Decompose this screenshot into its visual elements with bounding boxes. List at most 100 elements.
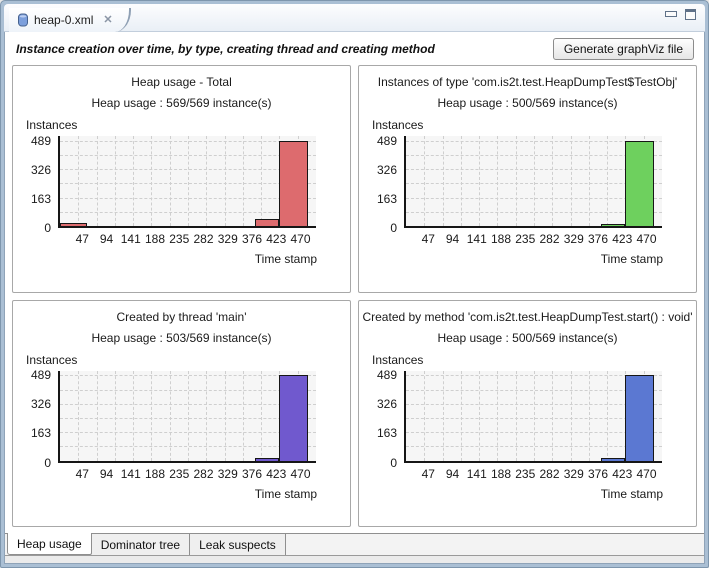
tab-leak-suspects[interactable]: Leak suspects bbox=[190, 534, 286, 555]
chart-panel-created-by-method: Created by method 'com.is2t.test.HeapDum… bbox=[358, 299, 697, 527]
gridline bbox=[60, 155, 316, 157]
gridline bbox=[114, 370, 116, 461]
gridline bbox=[60, 169, 316, 171]
editor-tab-label: heap-0.xml bbox=[34, 13, 94, 27]
gridline bbox=[60, 211, 316, 213]
gridline bbox=[479, 370, 481, 461]
bar bbox=[254, 219, 280, 226]
x-tick-label: 329 bbox=[217, 232, 238, 246]
gridline bbox=[60, 389, 316, 391]
gridline bbox=[224, 136, 226, 226]
x-tick-label: 188 bbox=[144, 466, 166, 481]
heap-file-icon bbox=[18, 13, 28, 27]
bar bbox=[600, 223, 626, 226]
tab-dominator-tree[interactable]: Dominator tree bbox=[91, 534, 191, 555]
chart-title: Instances of type 'com.is2t.test.HeapDum… bbox=[377, 75, 678, 89]
y-tick-label: 163 bbox=[376, 426, 397, 441]
x-tick-label: 94 bbox=[445, 466, 460, 481]
x-tick-label: 376 bbox=[242, 466, 263, 481]
plot-area bbox=[58, 136, 316, 228]
plot-wrap: 0 163 326 489 bbox=[377, 134, 662, 235]
gridline bbox=[60, 446, 316, 448]
gridline bbox=[497, 136, 499, 226]
x-axis-title: Time stamp bbox=[254, 486, 317, 501]
plot-wrap: 0 163 326 489 bbox=[377, 368, 662, 470]
gridline bbox=[406, 197, 662, 199]
gridline bbox=[479, 136, 481, 226]
bar bbox=[279, 140, 309, 226]
gridline bbox=[242, 136, 244, 226]
chart-title: Heap usage - Total bbox=[131, 75, 232, 89]
gridline bbox=[515, 370, 517, 461]
bar bbox=[600, 458, 626, 461]
gridline bbox=[534, 370, 535, 461]
gridline bbox=[60, 417, 316, 419]
gridline bbox=[96, 370, 98, 461]
plot-area bbox=[58, 370, 316, 463]
x-tick-label: 94 bbox=[99, 466, 114, 481]
gridline bbox=[206, 136, 208, 226]
x-tick-label: 47 bbox=[75, 466, 89, 481]
gridline bbox=[261, 370, 263, 461]
gridline bbox=[406, 389, 662, 391]
chart-panel-instances-of-type: Instances of type 'com.is2t.test.HeapDum… bbox=[358, 65, 697, 293]
x-tick-label: 282 bbox=[193, 232, 214, 246]
minimize-icon[interactable] bbox=[665, 11, 677, 17]
x-tick-label: 141 bbox=[120, 466, 141, 481]
y-tick-label: 163 bbox=[376, 191, 397, 206]
gridline bbox=[151, 370, 153, 461]
generate-graphviz-button[interactable]: Generate graphViz file bbox=[552, 38, 694, 60]
x-tick-label: 282 bbox=[539, 466, 560, 481]
x-tick-label: 423 bbox=[612, 232, 633, 246]
gridline bbox=[552, 370, 554, 461]
x-tick-label: 470 bbox=[636, 466, 657, 481]
y-tick-label: 0 bbox=[44, 455, 51, 470]
x-tick-label: 188 bbox=[144, 232, 166, 246]
gridline bbox=[188, 370, 189, 461]
plot-area bbox=[404, 370, 662, 463]
y-tick-label: 489 bbox=[30, 133, 51, 148]
x-tick-label: 470 bbox=[290, 232, 311, 246]
x-axis-labels: 47 94 141 188 235 282 329 376 423 470 bbox=[58, 466, 316, 481]
x-tick-label: 141 bbox=[466, 466, 487, 481]
close-icon[interactable]: ✕ bbox=[103, 13, 113, 26]
y-axis-title: Instances bbox=[372, 352, 424, 367]
chart-subtitle: Heap usage : 503/569 instance(s) bbox=[91, 330, 272, 345]
plot-wrap: 0 163 326 489 bbox=[31, 134, 316, 235]
x-tick-label: 235 bbox=[169, 466, 190, 481]
page-title: Instance creation over time, by type, cr… bbox=[16, 42, 435, 56]
bar bbox=[625, 140, 655, 226]
bottom-strip bbox=[5, 556, 704, 563]
x-tick-label: 235 bbox=[169, 232, 190, 246]
editor-content: Instance creation over time, by type, cr… bbox=[4, 32, 705, 564]
gridline bbox=[552, 136, 554, 226]
gridline bbox=[406, 140, 662, 142]
gridline bbox=[497, 370, 499, 461]
gridline bbox=[151, 136, 153, 226]
gridline bbox=[424, 136, 426, 226]
chart-title: Created by method 'com.is2t.test.HeapDum… bbox=[362, 309, 693, 324]
gridline bbox=[169, 136, 171, 226]
plot-wrap: 0 163 326 489 bbox=[31, 368, 316, 470]
gridline bbox=[169, 370, 171, 461]
maximize-icon[interactable] bbox=[685, 9, 696, 20]
gridline bbox=[261, 136, 263, 226]
gridline bbox=[442, 136, 444, 226]
x-tick-label: 423 bbox=[266, 466, 287, 481]
bottom-tab-bar: Heap usage Dominator tree Leak suspects bbox=[5, 533, 704, 556]
x-axis-labels: 47 94 141 188 235 282 329 376 423 470 bbox=[58, 231, 316, 246]
gridline bbox=[534, 136, 535, 226]
view-header: Instance creation over time, by type, cr… bbox=[5, 32, 704, 63]
y-tick-label: 326 bbox=[376, 397, 397, 412]
gridline bbox=[96, 136, 98, 226]
gridline bbox=[78, 136, 80, 226]
gridline bbox=[607, 136, 609, 226]
gridline bbox=[406, 375, 662, 377]
y-axis-title: Instances bbox=[26, 118, 78, 132]
x-tick-label: 470 bbox=[290, 466, 311, 481]
gridline bbox=[406, 155, 662, 157]
editor-tab-heap-0-xml[interactable]: heap-0.xml ✕ bbox=[9, 8, 131, 32]
tab-heap-usage[interactable]: Heap usage bbox=[7, 533, 92, 555]
x-tick-label: 235 bbox=[515, 232, 536, 246]
gridline bbox=[460, 136, 462, 226]
